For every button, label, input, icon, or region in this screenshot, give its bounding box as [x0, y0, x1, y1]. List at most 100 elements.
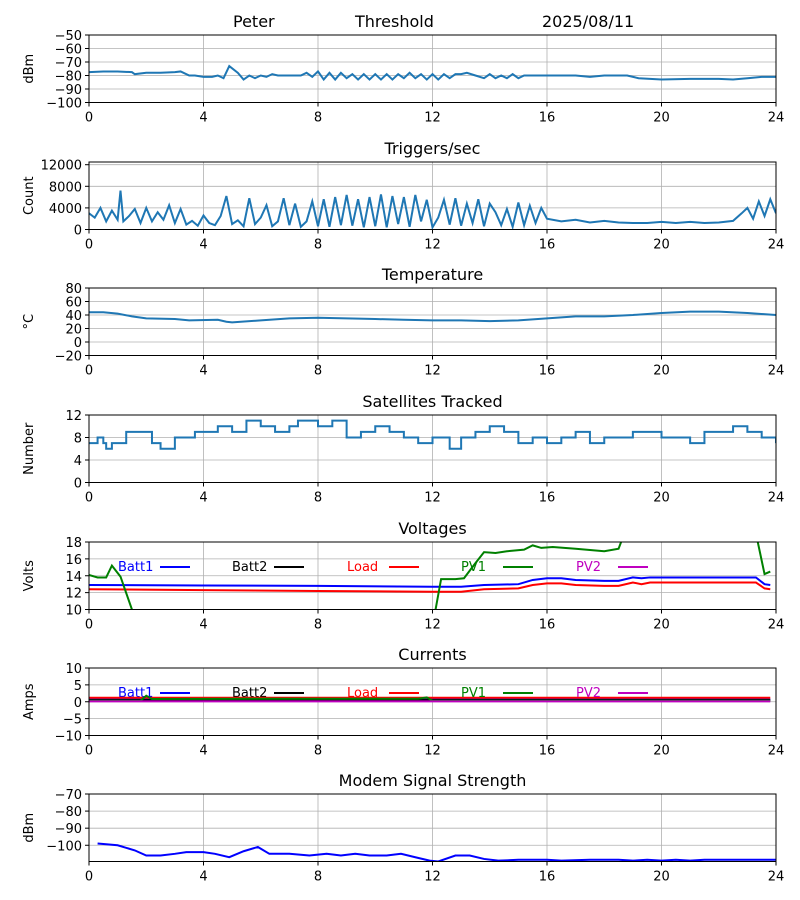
series-line-load	[89, 581, 771, 593]
subplot-title: Currents	[398, 645, 466, 664]
subplot-title: Triggers/sec	[384, 139, 481, 158]
y-tick-label: −90	[55, 83, 82, 98]
y-axis-label: Volts	[22, 560, 37, 592]
series-line-pv1	[89, 542, 771, 610]
y-tick-label: −100	[46, 97, 82, 112]
subplot-0: 0 4 8 12 16 20 24 −50−60−70−80−90−100 dBm	[22, 29, 784, 126]
x-tick-label: 8	[314, 491, 322, 506]
y-tick-label: 0	[74, 696, 82, 711]
y-tick-label: 8	[74, 432, 82, 447]
x-tick-label: 24	[768, 111, 785, 126]
x-tick-label: 4	[199, 364, 207, 379]
y-tick-label: −10	[55, 730, 82, 745]
y-tick-label: −5	[63, 713, 82, 728]
subplot-title: Voltages	[398, 519, 466, 538]
axes-frame	[88, 287, 777, 356]
x-tick-label: 4	[199, 870, 207, 885]
x-tick-label: 20	[653, 870, 670, 885]
x-tick-label: 8	[314, 870, 322, 885]
y-tick-label: 18	[65, 536, 82, 551]
x-tick-label: 24	[768, 744, 785, 759]
y-tick-label: 0	[74, 224, 82, 239]
x-tick-label: 4	[199, 491, 207, 506]
series-line-pv1	[89, 694, 771, 702]
y-tick-label: 5	[74, 679, 82, 694]
x-tick-label: 0	[85, 744, 93, 759]
x-tick-label: 4	[199, 111, 207, 126]
x-tick-label: 0	[85, 111, 93, 126]
y-tick-label: 10	[65, 604, 82, 619]
y-tick-label: 12000	[41, 159, 82, 174]
series-line-triggers	[89, 190, 776, 230]
x-tick-label: 16	[539, 491, 556, 506]
y-tick-label: 8000	[49, 180, 82, 195]
x-tick-label: 0	[85, 491, 93, 506]
x-tick-label: 20	[653, 491, 670, 506]
y-tick-label: −70	[55, 56, 82, 71]
x-tick-label: 12	[424, 491, 441, 506]
axes-frame	[88, 541, 777, 610]
x-tick-label: 12	[424, 364, 441, 379]
y-tick-label: 14	[65, 570, 82, 585]
x-tick-label: 8	[314, 744, 322, 759]
subplot-title: Temperature	[381, 265, 483, 284]
y-tick-label: 4	[74, 454, 82, 469]
axes-frame	[88, 667, 777, 736]
y-axis-label: dBm	[22, 813, 37, 843]
axes-frame	[88, 793, 777, 862]
y-tick-label: 20	[65, 323, 82, 338]
legend-label-batt1: Batt1	[118, 686, 153, 701]
x-tick-label: 0	[85, 364, 93, 379]
y-tick-label: 0	[74, 477, 82, 492]
x-tick-label: 16	[539, 744, 556, 759]
y-tick-label: −80	[55, 70, 82, 85]
legend-label-batt1: Batt1	[118, 560, 153, 575]
axes-frame	[88, 34, 777, 103]
legend-label-load: Load	[347, 686, 378, 701]
x-tick-label: 16	[539, 238, 556, 253]
legend-label-pv2: PV2	[576, 686, 601, 701]
y-tick-label: 0	[74, 336, 82, 351]
y-tick-label: −100	[46, 839, 82, 854]
header-mode: Threshold	[354, 12, 434, 31]
y-tick-label: −60	[55, 43, 82, 58]
x-tick-label: 0	[85, 870, 93, 885]
x-tick-label: 24	[768, 870, 785, 885]
y-tick-label: 12	[65, 587, 82, 602]
y-tick-label: −90	[55, 822, 82, 837]
legend-label-pv1: PV1	[461, 560, 486, 575]
y-tick-label: 60	[65, 296, 82, 311]
x-tick-label: 20	[653, 744, 670, 759]
y-tick-label: −20	[55, 350, 82, 365]
x-tick-label: 8	[314, 238, 322, 253]
legend-label-batt2: Batt2	[232, 560, 267, 575]
y-tick-label: −50	[55, 29, 82, 44]
series-line-modem	[97, 842, 776, 862]
x-tick-label: 12	[424, 618, 441, 633]
y-axis-label: Amps	[22, 683, 37, 720]
x-tick-label: 20	[653, 618, 670, 633]
x-tick-label: 20	[653, 364, 670, 379]
x-tick-label: 20	[653, 238, 670, 253]
series-line-signal	[89, 64, 776, 82]
y-tick-label: 4000	[49, 202, 82, 217]
y-tick-label: −80	[55, 805, 82, 820]
x-tick-label: 24	[768, 364, 785, 379]
y-tick-label: 80	[65, 282, 82, 297]
subplot-1: 0 4 8 12 16 20 24 0 4000 8000 12000 Triggers/sec Cou…	[22, 139, 784, 253]
y-axis-label: °C	[22, 314, 37, 330]
subplot-title: Satellites Tracked	[362, 392, 502, 411]
legend-label-load: Load	[347, 560, 378, 575]
y-tick-label: 40	[65, 309, 82, 324]
subplot-4: 0 4 8 12 16 20 24 10 12 14 16 18 Batt1 Batt2 Load PV1 PV…	[22, 519, 784, 633]
y-axis-label: dBm	[22, 54, 37, 84]
x-tick-label: 8	[314, 111, 322, 126]
x-tick-label: 24	[768, 238, 785, 253]
subplot-6: 0 4 8 12 16 20 24 −70 −80 −90 −100 Modem Signal Str…	[22, 771, 784, 885]
x-tick-label: 8	[314, 618, 322, 633]
header-date: 2025/08/11	[542, 12, 634, 31]
axes-frame	[88, 414, 777, 483]
y-tick-label: −70	[55, 788, 82, 803]
x-tick-label: 12	[424, 238, 441, 253]
